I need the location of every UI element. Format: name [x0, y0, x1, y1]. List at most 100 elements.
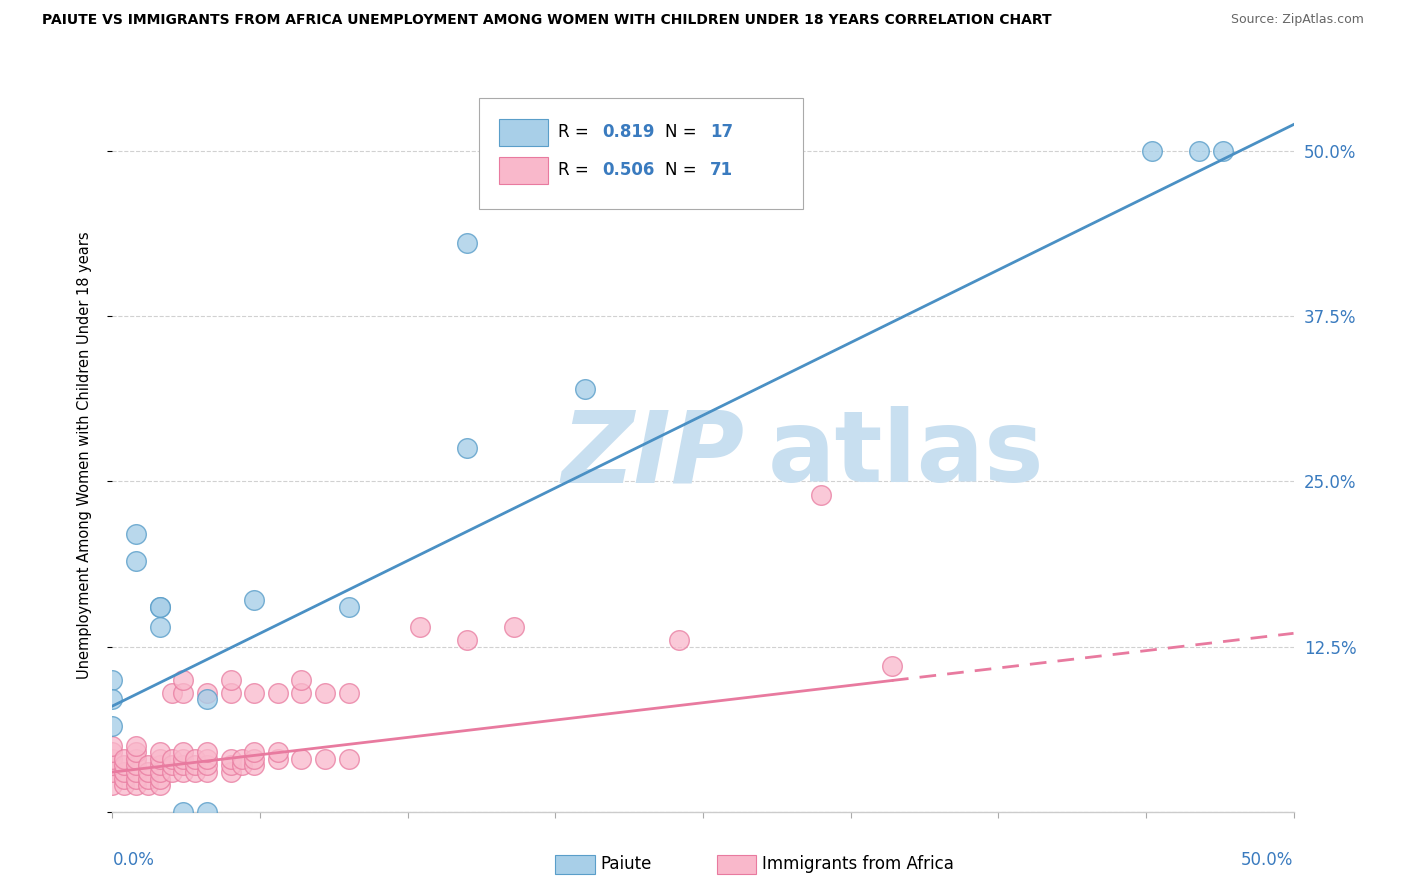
Point: [503, 620, 526, 634]
Point: [456, 236, 478, 251]
Point: [314, 752, 336, 766]
Point: [1212, 144, 1234, 158]
Point: [880, 659, 903, 673]
Point: [160, 765, 183, 780]
Point: [136, 765, 159, 780]
Point: [337, 599, 360, 614]
Point: [172, 765, 194, 780]
Point: [125, 554, 148, 568]
Point: [243, 593, 266, 607]
Text: 71: 71: [710, 161, 733, 179]
Point: [125, 778, 148, 792]
Point: [408, 620, 430, 634]
Point: [125, 758, 148, 772]
Point: [195, 745, 218, 759]
Point: [267, 686, 290, 700]
Point: [149, 758, 172, 772]
Text: Source: ZipAtlas.com: Source: ZipAtlas.com: [1230, 13, 1364, 27]
Point: [136, 772, 159, 786]
Text: Paiute: Paiute: [600, 855, 652, 873]
Point: [243, 758, 266, 772]
Point: [101, 765, 124, 780]
Point: [290, 686, 312, 700]
Point: [219, 752, 242, 766]
Point: [195, 686, 218, 700]
Point: [219, 673, 242, 687]
Point: [149, 599, 172, 614]
Point: [195, 805, 218, 819]
Point: [101, 673, 124, 687]
Point: [195, 758, 218, 772]
Text: Immigrants from Africa: Immigrants from Africa: [762, 855, 953, 873]
Point: [184, 752, 207, 766]
Point: [101, 745, 124, 759]
Text: N =: N =: [665, 161, 702, 179]
Point: [101, 778, 124, 792]
Point: [219, 765, 242, 780]
FancyBboxPatch shape: [499, 119, 548, 146]
Point: [184, 765, 207, 780]
Point: [125, 739, 148, 753]
Point: [337, 686, 360, 700]
Point: [125, 752, 148, 766]
Point: [101, 752, 124, 766]
Point: [125, 527, 148, 541]
Text: ZIP: ZIP: [561, 407, 744, 503]
Text: 50.0%: 50.0%: [1241, 851, 1294, 869]
Text: 0.819: 0.819: [603, 123, 655, 141]
Text: 0.0%: 0.0%: [112, 851, 155, 869]
Point: [337, 752, 360, 766]
Point: [149, 772, 172, 786]
Point: [456, 442, 478, 456]
Point: [149, 765, 172, 780]
Point: [125, 745, 148, 759]
Point: [125, 765, 148, 780]
Point: [219, 686, 242, 700]
Point: [184, 758, 207, 772]
Point: [290, 673, 312, 687]
Point: [1188, 144, 1211, 158]
Point: [267, 745, 290, 759]
Point: [112, 772, 135, 786]
Point: [160, 758, 183, 772]
Point: [243, 752, 266, 766]
Point: [172, 805, 194, 819]
Point: [101, 758, 124, 772]
Text: R =: R =: [558, 123, 593, 141]
Point: [101, 719, 124, 733]
Point: [195, 692, 218, 706]
Point: [160, 686, 183, 700]
Point: [195, 765, 218, 780]
Text: PAIUTE VS IMMIGRANTS FROM AFRICA UNEMPLOYMENT AMONG WOMEN WITH CHILDREN UNDER 18: PAIUTE VS IMMIGRANTS FROM AFRICA UNEMPLO…: [42, 13, 1052, 28]
Point: [243, 686, 266, 700]
Point: [160, 752, 183, 766]
Point: [195, 752, 218, 766]
Point: [314, 686, 336, 700]
Point: [101, 692, 124, 706]
Point: [112, 765, 135, 780]
Text: 0.506: 0.506: [603, 161, 655, 179]
Point: [112, 758, 135, 772]
Point: [149, 778, 172, 792]
Text: N =: N =: [665, 123, 702, 141]
Point: [290, 752, 312, 766]
Point: [136, 758, 159, 772]
Point: [172, 745, 194, 759]
Point: [149, 599, 172, 614]
Point: [668, 632, 690, 647]
Point: [810, 487, 832, 501]
Point: [149, 620, 172, 634]
Point: [231, 752, 253, 766]
Point: [112, 752, 135, 766]
Text: 17: 17: [710, 123, 733, 141]
FancyBboxPatch shape: [478, 98, 803, 209]
Point: [574, 382, 596, 396]
Point: [456, 632, 478, 647]
Point: [1140, 144, 1163, 158]
Point: [267, 752, 290, 766]
Text: R =: R =: [558, 161, 593, 179]
Point: [172, 686, 194, 700]
Y-axis label: Unemployment Among Women with Children Under 18 years: Unemployment Among Women with Children U…: [77, 231, 91, 679]
Point: [231, 758, 253, 772]
Point: [125, 772, 148, 786]
